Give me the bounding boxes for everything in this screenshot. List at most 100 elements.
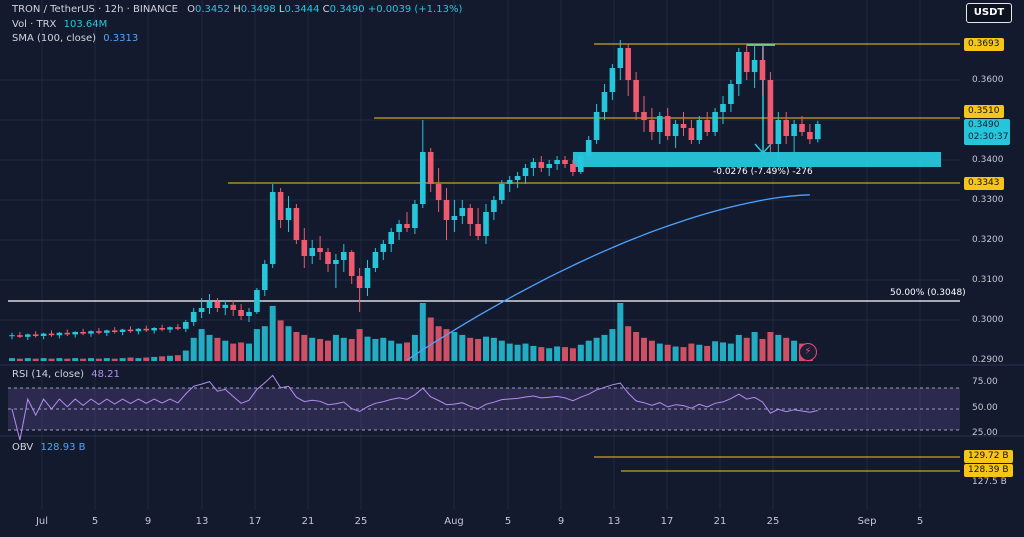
lightning-icon[interactable]: ⚡ bbox=[799, 343, 817, 361]
close-value: 0.3490 bbox=[329, 4, 365, 15]
candle-body bbox=[704, 120, 710, 132]
candle-body bbox=[633, 80, 639, 112]
price-tick-label: 0.2900 bbox=[972, 355, 1004, 365]
high-value: 0.3498 bbox=[240, 4, 276, 15]
measure-range-box[interactable] bbox=[573, 152, 941, 167]
candle bbox=[9, 332, 15, 340]
candle-body bbox=[293, 208, 300, 240]
candle bbox=[593, 104, 600, 144]
candle-body bbox=[183, 322, 189, 329]
candle-body bbox=[72, 332, 78, 335]
candle-body bbox=[767, 80, 774, 144]
candle-body bbox=[238, 310, 244, 316]
candle bbox=[459, 200, 466, 224]
candle bbox=[427, 148, 434, 192]
candle bbox=[175, 324, 181, 331]
candle bbox=[309, 240, 315, 264]
volume-bar bbox=[775, 334, 782, 361]
volume-bar bbox=[562, 347, 568, 361]
volume-bar bbox=[348, 338, 355, 361]
candle bbox=[530, 158, 537, 176]
candle bbox=[404, 212, 410, 232]
rsi-tick-label: 50.00 bbox=[972, 403, 998, 413]
candle-body bbox=[64, 332, 71, 335]
candle-body bbox=[720, 104, 726, 112]
volume-bar bbox=[601, 334, 608, 361]
candle bbox=[277, 188, 284, 228]
volume-bar bbox=[530, 345, 537, 361]
candle-body bbox=[783, 120, 789, 136]
candle-body bbox=[104, 330, 110, 333]
candle-body bbox=[649, 120, 655, 132]
candle bbox=[815, 120, 821, 143]
rsi-value: 48.21 bbox=[91, 369, 120, 380]
candle-body bbox=[364, 268, 371, 288]
candle-body bbox=[246, 312, 252, 316]
candle-body bbox=[301, 240, 308, 256]
rsi-line bbox=[11, 374, 818, 441]
time-tick-label: 9 bbox=[557, 516, 565, 527]
candle bbox=[25, 333, 31, 340]
volume-bar bbox=[182, 350, 189, 361]
obv-value: 128.93 B bbox=[40, 442, 86, 453]
change-value: +0.0039 (+1.13%) bbox=[367, 4, 463, 15]
volume-bar bbox=[340, 337, 347, 361]
rsi-tick-label: 75.00 bbox=[972, 377, 998, 387]
volume-bar bbox=[222, 340, 229, 361]
volume-bar bbox=[443, 329, 450, 361]
candle-body bbox=[80, 332, 86, 334]
volume-bar bbox=[490, 337, 497, 361]
candle-body bbox=[467, 208, 473, 224]
candle bbox=[625, 44, 631, 96]
candle bbox=[578, 152, 584, 174]
candle bbox=[80, 328, 86, 336]
candle bbox=[807, 124, 813, 144]
measure-arrow-head bbox=[754, 143, 772, 155]
candle-body bbox=[404, 224, 410, 228]
time-tick-label: 5 bbox=[91, 516, 99, 527]
volume-bar bbox=[759, 338, 766, 361]
volume-bar bbox=[743, 337, 750, 361]
candle bbox=[269, 184, 276, 268]
volume-bar bbox=[617, 303, 624, 361]
volume-bar bbox=[664, 344, 671, 361]
symbol-title: TRON / TetherUS · 12h · BINANCE bbox=[12, 4, 178, 15]
candle bbox=[222, 300, 229, 316]
candle bbox=[562, 156, 568, 168]
volume-bar bbox=[451, 332, 458, 361]
price-tick-label: 0.3200 bbox=[972, 235, 1004, 245]
candle-body bbox=[32, 334, 39, 336]
candle bbox=[759, 48, 766, 96]
volume-bar bbox=[554, 346, 561, 361]
candle bbox=[743, 44, 750, 80]
candle bbox=[159, 324, 165, 332]
volume-bar bbox=[372, 338, 379, 361]
volume-bar bbox=[538, 347, 545, 361]
candle bbox=[372, 248, 379, 272]
currency-button[interactable]: USDT bbox=[966, 3, 1012, 23]
candle-body bbox=[396, 224, 402, 232]
candle-body bbox=[815, 124, 821, 140]
candle-body bbox=[641, 112, 647, 120]
volume-bar bbox=[277, 320, 284, 361]
volume-bar bbox=[261, 326, 268, 361]
candle-body bbox=[578, 156, 584, 172]
candle-body bbox=[546, 164, 552, 168]
measure-label: -0.0276 (-7.49%) -276 bbox=[713, 167, 813, 177]
candle bbox=[104, 329, 110, 336]
candle bbox=[325, 248, 331, 272]
volume-bar bbox=[285, 326, 292, 361]
candle bbox=[641, 96, 647, 132]
candle bbox=[285, 196, 292, 232]
candle bbox=[198, 298, 205, 318]
candle bbox=[143, 325, 150, 332]
candle-body bbox=[483, 212, 489, 236]
candle bbox=[499, 180, 505, 204]
candle-body bbox=[56, 332, 63, 336]
candle-body bbox=[601, 92, 608, 112]
candle bbox=[712, 108, 718, 136]
candle bbox=[48, 330, 55, 337]
volume-bar bbox=[253, 329, 260, 361]
